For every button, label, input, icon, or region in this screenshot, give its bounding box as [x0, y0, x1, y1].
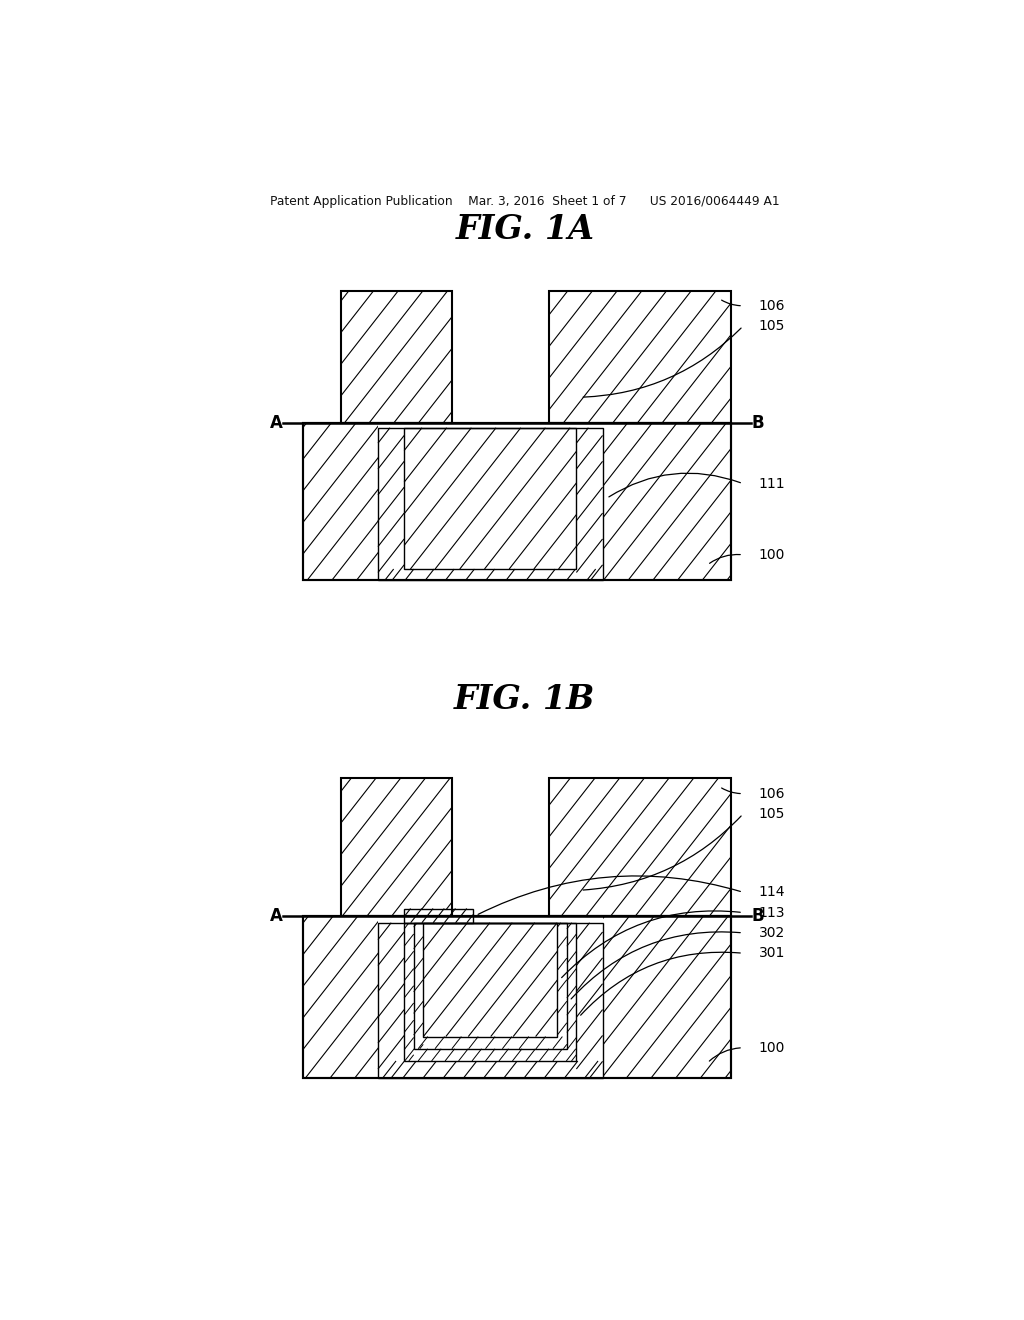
Bar — [303, 422, 731, 581]
Text: A: A — [270, 907, 283, 924]
Bar — [404, 923, 414, 1061]
Text: 105: 105 — [759, 319, 785, 333]
Bar — [341, 290, 452, 422]
Bar — [414, 1036, 567, 1049]
Bar — [549, 290, 731, 422]
Text: 106: 106 — [759, 298, 785, 313]
Text: FIG. 1A: FIG. 1A — [456, 213, 594, 246]
Bar — [303, 422, 731, 581]
Bar — [557, 923, 567, 1049]
Bar — [404, 908, 473, 923]
Bar — [404, 428, 577, 569]
Bar — [378, 1061, 602, 1078]
Bar — [423, 923, 557, 1036]
Bar — [404, 1049, 577, 1061]
Bar — [378, 428, 602, 581]
Text: 114: 114 — [759, 886, 785, 899]
Text: 302: 302 — [759, 925, 785, 940]
Bar — [341, 779, 452, 916]
Text: 111: 111 — [759, 477, 785, 491]
Bar — [404, 923, 577, 1061]
Bar — [303, 916, 731, 1078]
Bar — [303, 422, 731, 581]
Text: A: A — [270, 413, 283, 432]
Bar — [404, 428, 577, 569]
Bar — [549, 290, 731, 422]
Bar — [577, 428, 602, 581]
Bar — [414, 923, 567, 1049]
Bar — [414, 923, 423, 1049]
Bar — [423, 923, 557, 1036]
Bar — [378, 569, 602, 581]
Text: B: B — [751, 907, 764, 924]
Text: 105: 105 — [759, 807, 785, 821]
Bar — [378, 923, 602, 1078]
Bar — [404, 923, 577, 1061]
Text: B: B — [751, 413, 764, 432]
Bar — [303, 916, 731, 1078]
Bar — [378, 916, 602, 1078]
Text: 301: 301 — [759, 946, 785, 960]
Bar — [378, 923, 404, 1078]
Text: 113: 113 — [759, 906, 785, 920]
Bar — [549, 779, 731, 916]
Bar — [404, 908, 473, 923]
Text: 100: 100 — [759, 548, 785, 562]
Bar — [577, 923, 602, 1078]
Text: 106: 106 — [759, 787, 785, 801]
Text: Patent Application Publication    Mar. 3, 2016  Sheet 1 of 7      US 2016/006444: Patent Application Publication Mar. 3, 2… — [270, 194, 779, 207]
Bar — [549, 779, 731, 916]
Bar — [341, 290, 452, 422]
Bar — [567, 923, 577, 1061]
Bar — [378, 422, 602, 581]
Text: FIG. 1B: FIG. 1B — [454, 682, 596, 715]
Bar — [303, 916, 731, 1078]
Text: 100: 100 — [759, 1040, 785, 1055]
Bar — [378, 428, 404, 581]
Bar — [341, 779, 452, 916]
